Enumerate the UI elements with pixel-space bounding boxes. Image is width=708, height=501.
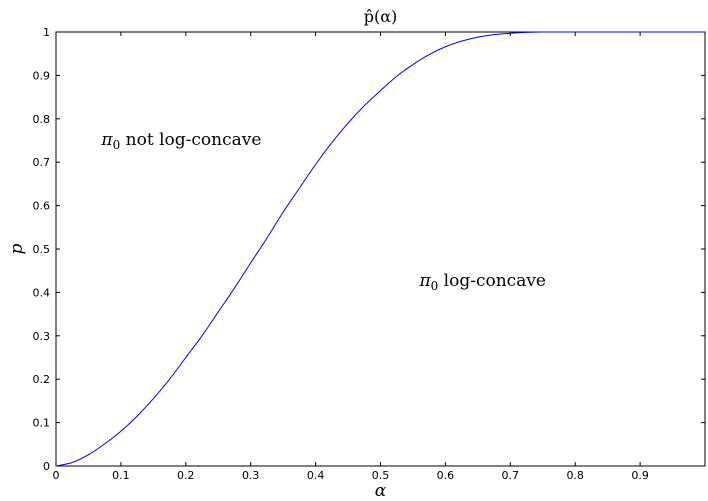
- y-tick-label: 0.8: [33, 113, 51, 126]
- annotation-text: π0 log-concave: [418, 271, 546, 293]
- x-tick-label: 0.7: [502, 469, 520, 482]
- chart-title: p̂(α): [364, 7, 398, 26]
- x-tick-label: 0.4: [307, 469, 325, 482]
- y-tick-label: 0.2: [33, 373, 51, 386]
- y-tick-label: 0.7: [33, 156, 51, 169]
- x-tick-label: 0.6: [437, 469, 455, 482]
- x-tick-label: 0.3: [242, 469, 260, 482]
- y-tick-label: 0.6: [33, 200, 51, 213]
- x-axis-label: α: [375, 481, 387, 501]
- y-tick-label: 0.3: [33, 330, 51, 343]
- y-tick-label: 0.4: [33, 286, 51, 299]
- x-tick-label: 0.2: [177, 469, 195, 482]
- y-tick-label: 0.5: [33, 243, 51, 256]
- x-tick-label: 0.9: [631, 469, 649, 482]
- y-axis-label: p: [7, 243, 27, 254]
- y-tick-label: 0: [43, 460, 50, 473]
- x-tick-label: 0: [53, 469, 60, 482]
- y-tick-label: 0.1: [33, 417, 51, 430]
- x-tick-label: 0.8: [566, 469, 584, 482]
- annotation-text: π0 not log-concave: [100, 130, 261, 152]
- y-tick-label: 1: [43, 26, 50, 39]
- x-tick-label: 0.1: [112, 469, 130, 482]
- x-axis: 0 0.1 0.2 0.3 0.4 0.5 0.6 0.7 0.8 0.9: [53, 32, 649, 482]
- plot-frame: [56, 32, 705, 466]
- y-tick-label: 0.9: [33, 69, 51, 82]
- series-line: [56, 32, 705, 466]
- y-axis: 0 0.1 0.2 0.3 0.4 0.5 0.6 0.7 0.8 0.9 1: [33, 26, 706, 473]
